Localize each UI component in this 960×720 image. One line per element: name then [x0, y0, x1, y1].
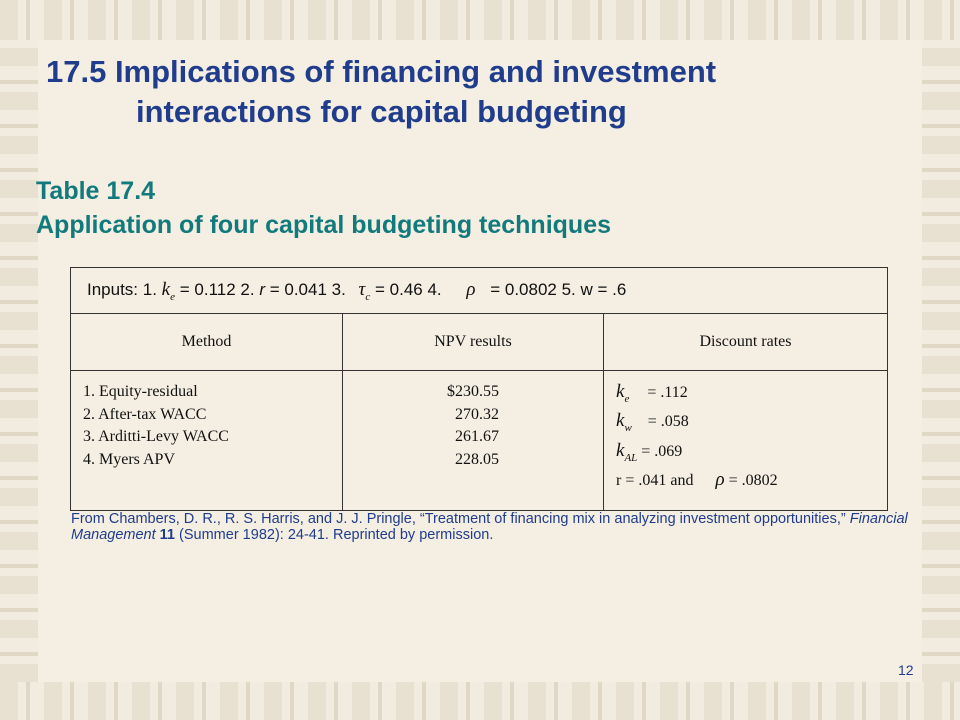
rho-symbol: ρ [466, 278, 476, 300]
techniques-table: Inputs: 1. ke = 0.112 2. r = 0.041 3. τc… [70, 267, 888, 511]
rate-symbol-letter: k [616, 381, 625, 402]
source-citation: From Chambers, D. R., R. S. Harris, and … [71, 511, 931, 543]
citation-text-end: (Summer 1982): 24-41. Reprinted by permi… [175, 527, 494, 543]
method-item: 1. Equity-residual [83, 383, 198, 400]
rate-symbol: kw [616, 410, 632, 435]
decorative-border-top [0, 0, 960, 40]
citation-journal: Financial Management [71, 511, 908, 543]
table-caption: Table 17.4 Application of four capital b… [36, 174, 611, 242]
r-value: = 0.041 3. [269, 279, 346, 299]
rate-symbol-letter: k [616, 439, 625, 461]
table-title: Application of four capital budgeting te… [36, 211, 611, 239]
ke-symbol-letter: k [161, 278, 171, 300]
decorative-border-right [922, 40, 960, 682]
slide-title-line2: interactions for capital budgeting [136, 94, 627, 129]
npv-value: $230.55 [447, 383, 499, 400]
header-discount-rates: Discount rates [603, 313, 888, 371]
method-item: 3. Arditti-Levy WACC [83, 428, 229, 445]
inputs-label: Inputs: 1. [87, 279, 157, 299]
methods-cell: 1. Equity-residual 2. After-tax WACC 3. … [70, 370, 343, 511]
rho-value: = 0.0802 5. w = .6 [490, 279, 627, 299]
npv-cell: $230.55 270.32 261.67 228.05 [342, 370, 604, 511]
rate-value: = .069 [641, 442, 683, 460]
rate-item: r = .041 and ρ = .0802 [616, 469, 886, 493]
decorative-border-left [0, 40, 38, 682]
rate-last-value: = .0802 [728, 471, 778, 489]
ke-symbol-sub: e [170, 290, 175, 303]
tau-value: = 0.46 4. [374, 279, 442, 299]
npv-value: 261.67 [455, 428, 499, 445]
inputs-row: Inputs: 1. ke = 0.112 2. r = 0.041 3. τc… [70, 267, 888, 314]
rates-cell: ke = .112 kw = .058 kAL = .069 r = .041 … [603, 370, 888, 511]
rate-item: kw = .058 [616, 410, 886, 439]
rate-symbol-sub: w [624, 422, 632, 435]
header-npv: NPV results [342, 313, 604, 371]
r-symbol: r [259, 279, 265, 299]
ke-value: = 0.112 2. [179, 279, 255, 299]
citation-volume: 11 [159, 527, 176, 543]
header-method: Method [70, 313, 343, 371]
header-row: Method NPV results Discount rates [70, 313, 888, 371]
rate-item: ke = .112 [616, 381, 886, 410]
table-number: Table 17.4 [36, 177, 156, 205]
decorative-border-bottom [0, 682, 960, 720]
tau-symbol: τc [358, 278, 371, 303]
rate-symbol: kAL [616, 439, 638, 464]
method-item: 2. After-tax WACC [83, 405, 207, 423]
rate-symbol-sub: AL [624, 451, 638, 464]
slide-title-line1: 17.5 Implications of financing and inves… [46, 54, 717, 89]
results-row: 1. Equity-residual 2. After-tax WACC 3. … [70, 370, 888, 511]
tau-symbol-letter: τ [358, 278, 366, 300]
inputs-cell: Inputs: 1. ke = 0.112 2. r = 0.041 3. τc… [70, 267, 888, 314]
npv-value: 228.05 [455, 450, 499, 468]
rate-value: = .058 [647, 413, 689, 431]
npv-value: 270.32 [455, 405, 499, 423]
page-number: 12 [898, 662, 914, 678]
tau-symbol-sub: c [365, 290, 371, 303]
slide-title: 17.5 Implications of financing and inves… [46, 52, 716, 132]
rate-symbol-letter: k [616, 410, 625, 432]
rate-item: kAL = .069 [616, 440, 886, 469]
method-item: 4. Myers APV [83, 450, 176, 468]
rate-last-prefix: r = .041 and [616, 471, 694, 489]
rate-symbol: ke [616, 381, 630, 405]
citation-text: From Chambers, D. R., R. S. Harris, and … [71, 511, 850, 527]
rho-symbol: ρ [715, 468, 725, 490]
rate-value: = .112 [647, 384, 688, 401]
rate-symbol-sub: e [624, 392, 630, 405]
ke-symbol: ke [161, 278, 175, 303]
